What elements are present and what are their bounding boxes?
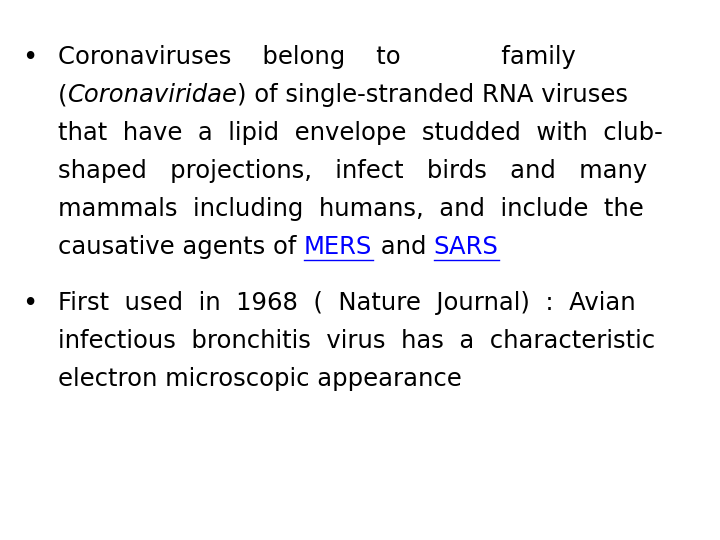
Text: •: •	[22, 291, 37, 317]
Text: Coronaviridae: Coronaviridae	[68, 83, 238, 107]
Text: mammals  including  humans,  and  include  the: mammals including humans, and include th…	[58, 197, 644, 221]
Text: MERS: MERS	[304, 235, 372, 259]
Text: causative agents of: causative agents of	[58, 235, 304, 259]
Text: infectious  bronchitis  virus  has  a  characteristic: infectious bronchitis virus has a charac…	[58, 329, 655, 353]
Text: SARS: SARS	[433, 235, 499, 259]
Text: Coronaviruses    belong    to             family: Coronaviruses belong to family	[58, 45, 576, 69]
Text: shaped   projections,   infect   birds   and   many: shaped projections, infect birds and man…	[58, 159, 647, 183]
Text: First  used  in  1968  (  Nature  Journal)  :  Avian: First used in 1968 ( Nature Journal) : A…	[58, 291, 636, 315]
Text: •: •	[22, 45, 37, 71]
Text: (: (	[58, 83, 68, 107]
Text: ) of single-stranded RNA viruses: ) of single-stranded RNA viruses	[238, 83, 629, 107]
Text: and: and	[372, 235, 433, 259]
Text: electron microscopic appearance: electron microscopic appearance	[58, 367, 462, 391]
Text: that  have  a  lipid  envelope  studded  with  club-: that have a lipid envelope studded with …	[58, 121, 662, 145]
